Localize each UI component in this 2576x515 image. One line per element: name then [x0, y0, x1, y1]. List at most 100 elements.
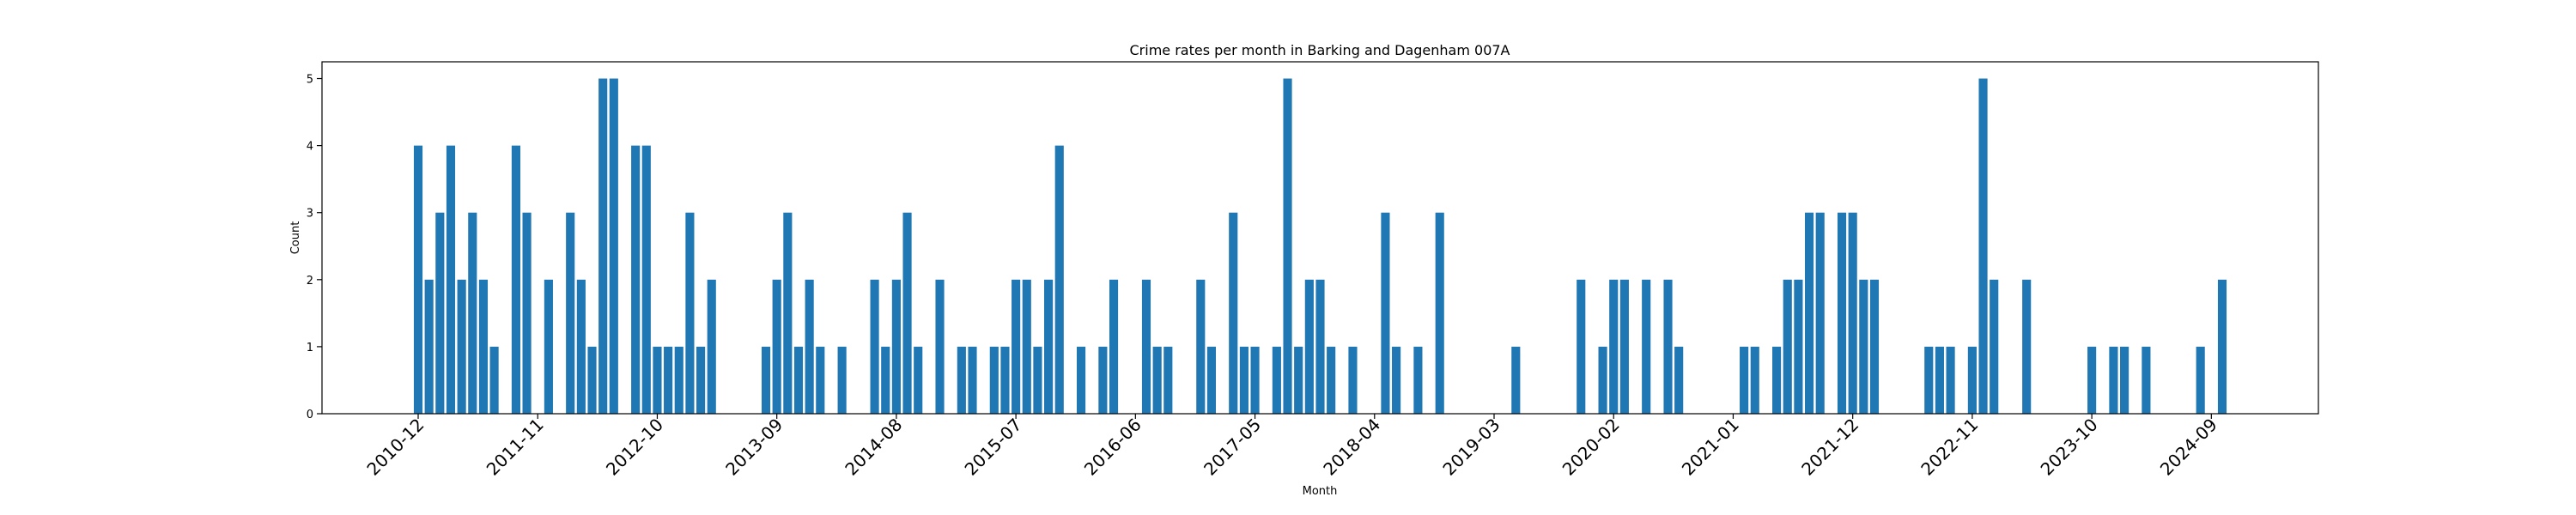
bar-2013-09: [772, 279, 781, 414]
bar-2016-01: [1076, 346, 1086, 414]
bar-2012-09: [641, 145, 651, 414]
bar-2018-08: [1413, 346, 1423, 414]
y-tick-label: 0: [307, 409, 313, 421]
bar-2023-01: [1990, 279, 1999, 414]
bar-2014-09: [902, 212, 912, 414]
bars-group: [413, 78, 2227, 415]
bar-2021-06: [1783, 279, 1792, 414]
bar-2017-12: [1327, 346, 1336, 414]
bar-2015-05: [989, 346, 999, 414]
bar-2010-12: [413, 145, 423, 414]
bar-2018-05: [1381, 212, 1390, 414]
bar-2012-04: [587, 346, 597, 414]
y-tick-label: 3: [307, 208, 313, 221]
bar-2011-10: [522, 212, 532, 414]
bar-2017-01: [1206, 346, 1216, 414]
x-axis: 2010-12 2011-11 2012-10 2013-09 2014-08 2015-…: [362, 414, 2221, 480]
x-tick-label: 2020-02: [1558, 415, 1624, 480]
bar-2022-11: [1967, 346, 1977, 414]
bar-2023-10: [2087, 346, 2097, 414]
bar-2018-02: [1348, 346, 1358, 414]
y-axis: 0 1 2 3 4 5: [307, 74, 322, 421]
bar-2021-12: [1848, 212, 1857, 414]
bar-2017-09: [1294, 346, 1303, 414]
bar-2012-11: [664, 346, 673, 414]
bar-2012-03: [576, 279, 586, 414]
bar-2015-10: [1044, 279, 1054, 414]
bar-2016-04: [1109, 279, 1119, 414]
bar-2021-08: [1804, 212, 1814, 414]
x-tick-label: 2018-04: [1319, 415, 1384, 480]
bar-2020-02: [1609, 279, 1619, 414]
bar-2012-02: [566, 212, 575, 414]
x-tick-label: 2024-09: [2156, 415, 2221, 480]
x-tick-label: 2015-07: [961, 415, 1026, 480]
bar-2011-03: [446, 145, 456, 414]
y-axis-label: Count: [289, 221, 302, 255]
bar-2013-12: [805, 279, 814, 414]
bar-2013-10: [783, 212, 793, 414]
bar-2015-06: [1000, 346, 1010, 414]
bar-2015-07: [1012, 279, 1021, 414]
bar-2020-05: [1642, 279, 1651, 414]
bar-2017-07: [1272, 346, 1281, 414]
bar-2012-10: [653, 346, 662, 414]
bar-2022-07: [1924, 346, 1934, 414]
bar-2020-07: [1663, 279, 1673, 414]
x-tick-label: 2014-08: [841, 415, 906, 480]
bar-2021-11: [1837, 212, 1847, 414]
bar-2017-10: [1304, 279, 1314, 414]
bar-2014-06: [870, 279, 879, 414]
bar-2015-09: [1033, 346, 1042, 414]
bar-2019-11: [1577, 279, 1586, 414]
x-tick-label: 2022-11: [1917, 415, 1982, 480]
bar-2018-06: [1392, 346, 1401, 414]
x-tick-label: 2019-03: [1438, 415, 1504, 480]
bar-2011-09: [511, 145, 520, 414]
bar-2011-02: [435, 212, 445, 414]
bar-2015-11: [1054, 145, 1064, 414]
bar-2024-08: [2196, 346, 2205, 414]
bar-2015-02: [957, 346, 966, 414]
bar-2014-12: [935, 279, 945, 414]
bar-2014-07: [881, 346, 890, 414]
bar-2022-12: [1978, 78, 1988, 415]
y-tick-label: 1: [307, 342, 313, 354]
chart-title: Crime rates per month in Barking and Dag…: [1130, 42, 1510, 58]
bar-2021-02: [1740, 346, 1749, 414]
bar-2016-07: [1141, 279, 1151, 414]
bar-2017-08: [1283, 78, 1292, 415]
y-tick-label: 2: [307, 275, 313, 288]
x-tick-label: 2023-10: [2037, 415, 2102, 480]
bar-2011-06: [478, 279, 489, 414]
bar-2022-01: [1859, 279, 1868, 414]
bar-2022-09: [1946, 346, 1955, 414]
x-tick-label: 2012-10: [602, 415, 667, 480]
x-tick-label: 2010-12: [362, 415, 428, 480]
x-axis-label: Month: [1303, 485, 1338, 498]
bar-2012-06: [609, 78, 618, 415]
bar-2021-07: [1794, 279, 1803, 414]
bar-2014-03: [837, 346, 847, 414]
bar-2024-10: [2217, 279, 2227, 414]
x-tick-label: 2013-09: [721, 415, 787, 480]
bar-2020-01: [1598, 346, 1607, 414]
bar-2017-05: [1250, 346, 1260, 414]
bar-2013-03: [707, 279, 716, 414]
bar-2013-11: [793, 346, 804, 414]
bar-2015-03: [968, 346, 977, 414]
x-tick-label: 2021-12: [1797, 415, 1862, 480]
bar-2020-08: [1674, 346, 1684, 414]
x-tick-label: 2011-11: [483, 415, 548, 480]
x-tick-label: 2021-01: [1678, 415, 1743, 480]
bar-2017-11: [1315, 279, 1325, 414]
bar-2016-03: [1098, 346, 1108, 414]
y-tick-label: 5: [307, 74, 313, 87]
x-tick-label: 2017-05: [1200, 415, 1265, 480]
bar-2017-04: [1239, 346, 1249, 414]
bar-2023-12: [2109, 346, 2118, 414]
x-tick-label: 2016-06: [1080, 415, 1145, 480]
bar-2011-07: [489, 346, 499, 414]
bar-2011-04: [457, 279, 466, 414]
